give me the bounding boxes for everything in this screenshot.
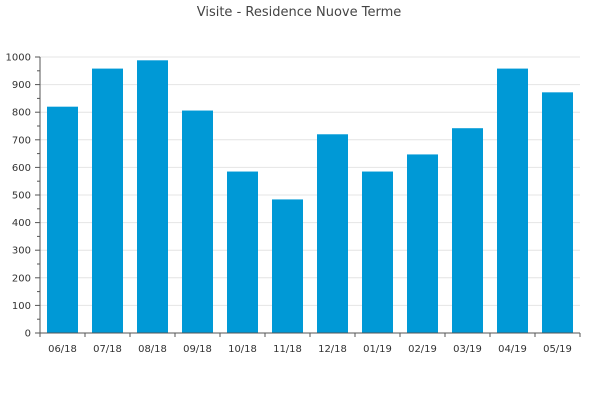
- y-tick-label: 100: [12, 301, 31, 312]
- x-tick-label: 05/19: [543, 344, 572, 355]
- x-tick-label: 11/18: [273, 344, 302, 355]
- x-tick-label: 08/18: [138, 344, 167, 355]
- y-tick-label: 400: [12, 218, 31, 229]
- bar-05-19: [542, 92, 573, 333]
- bar-02-19: [407, 154, 438, 333]
- y-tick-label: 200: [12, 273, 31, 284]
- bars: [47, 60, 573, 334]
- bar-04-19: [497, 68, 528, 333]
- y-axis-ticks: 0 100 200 300 400 500 600 700 800 900 1000: [6, 53, 40, 340]
- x-tick-label: 03/19: [453, 344, 482, 355]
- x-axis-ticks: 06/18 07/18 08/18 09/18 10/18 11/18 12/18 01/19…: [39, 333, 581, 355]
- bar-08-18: [137, 60, 168, 333]
- y-tick-label: 800: [12, 108, 31, 119]
- y-tick-label: 500: [12, 191, 31, 202]
- bar-11-18: [272, 199, 303, 333]
- y-tick-label: 0: [25, 329, 31, 340]
- y-tick-label: 600: [12, 163, 31, 174]
- bar-09-18: [182, 110, 213, 333]
- bar-10-18: [227, 171, 258, 333]
- gridlines: [40, 56, 580, 306]
- x-tick-label: 02/19: [408, 344, 437, 355]
- bar-12-18: [317, 134, 348, 333]
- x-tick-label: 12/18: [318, 344, 347, 355]
- bar-01-19: [362, 171, 393, 333]
- bar-07-18: [92, 68, 123, 333]
- y-tick-label: 700: [12, 135, 31, 146]
- x-tick-label: 04/19: [498, 344, 527, 355]
- x-tick-label: 01/19: [363, 344, 392, 355]
- x-tick-label: 07/18: [93, 344, 122, 355]
- x-tick-label: 06/18: [48, 344, 77, 355]
- y-tick-label: 900: [12, 80, 31, 91]
- y-tick-label: 300: [12, 246, 31, 257]
- x-tick-label: 10/18: [228, 344, 257, 355]
- bar-03-19: [452, 128, 483, 333]
- chart-title: Visite - Residence Nuove Terme: [197, 5, 402, 20]
- x-tick-label: 09/18: [183, 344, 212, 355]
- bar-06-18: [47, 106, 78, 334]
- y-tick-label: 1000: [6, 53, 31, 64]
